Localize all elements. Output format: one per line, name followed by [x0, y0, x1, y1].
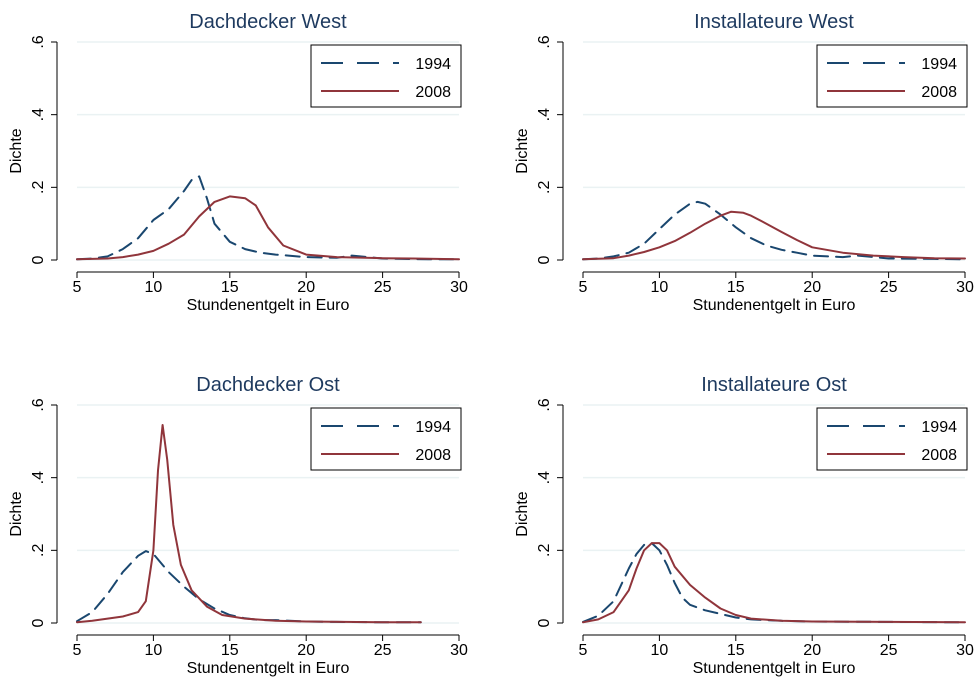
legend-box — [310, 44, 462, 108]
legend: 1994 2008 — [816, 407, 968, 471]
x-axis-label: Stundenentgelt in Euro — [187, 297, 350, 314]
chart-panel-0: Dachdecker West 0 .2 .4 .6 Dichte 5 10 15 20 25 30 S… — [8, 11, 468, 314]
chart-panel-2: Dachdecker Ost 0 .2 .4 .6 Dichte 5 10 15 20 25 30 St… — [8, 374, 468, 677]
y-tick-label: 0 — [536, 255, 553, 264]
x-tick-label: 20 — [297, 279, 315, 296]
x-tick-label: 5 — [73, 279, 82, 296]
legend-label-1994: 1994 — [921, 56, 957, 73]
y-tick-label: .6 — [30, 398, 47, 411]
legend-label-1994: 1994 — [415, 419, 451, 436]
y-tick-label: .4 — [30, 108, 47, 121]
x-axis-label: Stundenentgelt in Euro — [693, 660, 856, 677]
x-tick-label: 20 — [297, 642, 315, 659]
chart-title: Dachdecker Ost — [196, 374, 340, 396]
series-line-2008 — [582, 210, 966, 261]
x-tick-label: 5 — [579, 279, 588, 296]
x-tick-label: 10 — [145, 642, 163, 659]
series-line-1994 — [582, 200, 966, 261]
series-line-2008 — [76, 424, 422, 624]
y-tick-label: .2 — [536, 544, 553, 557]
series-line-1994 — [76, 175, 460, 261]
y-tick-label: .6 — [30, 35, 47, 48]
y-tick-label: 0 — [30, 618, 47, 627]
y-axis-label: Dichte — [8, 491, 25, 536]
x-axis-label: Stundenentgelt in Euro — [693, 297, 856, 314]
x-tick-label: 15 — [221, 642, 239, 659]
y-tick-label: .2 — [30, 181, 47, 194]
y-tick-label: .4 — [536, 471, 553, 484]
legend-box — [816, 407, 968, 471]
legend-label-1994: 1994 — [921, 419, 957, 436]
legend: 1994 2008 — [816, 44, 968, 108]
y-axis-label: Dichte — [514, 128, 531, 173]
legend: 1994 2008 — [310, 44, 462, 108]
x-tick-label: 30 — [956, 642, 974, 659]
y-axis-label: Dichte — [514, 491, 531, 536]
x-tick-label: 10 — [651, 279, 669, 296]
series-line-2008 — [76, 195, 460, 261]
x-tick-label: 5 — [579, 642, 588, 659]
y-axis-label: Dichte — [8, 128, 25, 173]
x-tick-label: 15 — [221, 279, 239, 296]
x-tick-label: 10 — [145, 279, 163, 296]
legend-label-2008: 2008 — [921, 84, 957, 101]
x-tick-label: 10 — [651, 642, 669, 659]
x-tick-label: 25 — [880, 279, 898, 296]
y-tick-label: 0 — [30, 255, 47, 264]
x-tick-label: 25 — [880, 642, 898, 659]
y-tick-label: 0 — [536, 618, 553, 627]
legend-label-2008: 2008 — [415, 447, 451, 464]
series-line-1994 — [76, 550, 422, 624]
x-tick-label: 5 — [73, 642, 82, 659]
x-tick-label: 15 — [727, 279, 745, 296]
chart-panel-1: Installateure West 0 .2 .4 .6 Dichte 5 10 15 20 25… — [514, 11, 974, 314]
y-tick-label: .6 — [536, 398, 553, 411]
y-tick-label: .6 — [536, 35, 553, 48]
legend-box — [310, 407, 462, 471]
x-tick-label: 15 — [727, 642, 745, 659]
x-tick-label: 30 — [956, 279, 974, 296]
series-line-2008 — [582, 542, 966, 624]
chart-title: Dachdecker West — [189, 11, 347, 33]
x-tick-label: 20 — [803, 279, 821, 296]
y-tick-label: .2 — [30, 544, 47, 557]
legend-box — [816, 44, 968, 108]
x-tick-label: 30 — [450, 642, 468, 659]
chart-title: Installateure Ost — [701, 374, 847, 396]
chart-title: Installateure West — [694, 11, 854, 33]
y-tick-label: .4 — [30, 471, 47, 484]
y-tick-label: .4 — [536, 108, 553, 121]
y-tick-label: .2 — [536, 181, 553, 194]
chart-panel-3: Installateure Ost 0 .2 .4 .6 Dichte 5 10 15 20 25 3… — [514, 374, 974, 677]
x-tick-label: 25 — [374, 279, 392, 296]
legend-label-1994: 1994 — [415, 56, 451, 73]
series-line-1994 — [582, 542, 966, 624]
legend: 1994 2008 — [310, 407, 462, 471]
legend-label-2008: 2008 — [921, 447, 957, 464]
x-axis-label: Stundenentgelt in Euro — [187, 660, 350, 677]
x-tick-label: 25 — [374, 642, 392, 659]
x-tick-label: 30 — [450, 279, 468, 296]
legend-label-2008: 2008 — [415, 84, 451, 101]
x-tick-label: 20 — [803, 642, 821, 659]
